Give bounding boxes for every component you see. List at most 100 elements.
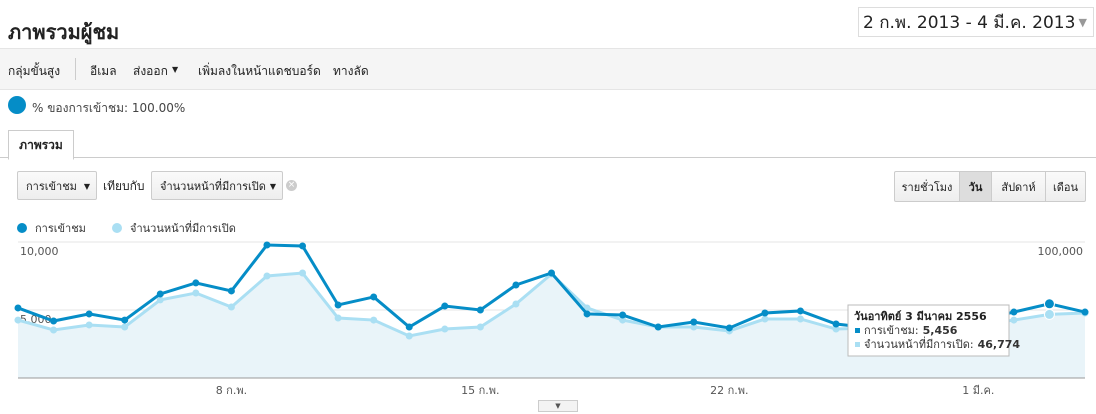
point xyxy=(512,300,520,308)
granularity-button[interactable]: สัปดาห์ xyxy=(991,171,1046,202)
date-text: 2 ก.พ. 2013 - 4 มี.ค. 2013 xyxy=(863,13,1076,33)
point xyxy=(370,293,378,301)
point xyxy=(476,306,484,314)
point xyxy=(14,304,22,312)
dropdown-arrow: ▼ xyxy=(172,65,179,74)
point xyxy=(334,314,342,322)
x-tick-label: 15 ก.พ. xyxy=(461,384,499,397)
collapse-handle[interactable]: ▼ xyxy=(538,400,578,412)
point xyxy=(476,323,484,331)
tooltip-box xyxy=(847,304,1010,357)
dropdown-arrow: ▼ xyxy=(269,182,276,191)
clear-icon[interactable]: × xyxy=(286,180,297,191)
point xyxy=(761,309,769,317)
point xyxy=(227,287,235,295)
point xyxy=(1081,308,1089,316)
point xyxy=(761,315,769,323)
point xyxy=(1010,308,1018,316)
metric-text: การเข้าชม xyxy=(26,180,77,193)
tooltip-title: วันอาทิตย์ 3 มีนาคม 2556 xyxy=(854,310,987,323)
point xyxy=(441,302,449,310)
tab[interactable]: ภาพรวม xyxy=(8,130,74,160)
separator xyxy=(75,58,76,80)
tooltip-row-value: 46,774 xyxy=(978,338,1021,351)
point xyxy=(405,332,413,340)
point xyxy=(299,269,307,277)
compare-text: จำนวนหน้าที่มีการเปิด xyxy=(160,180,266,193)
x-tick-label: 1 มี.ค. xyxy=(962,384,994,397)
tooltip-row-value: 5,456 xyxy=(923,324,958,337)
point xyxy=(832,325,840,333)
point xyxy=(1043,308,1055,320)
tooltip-row: การเข้าชม: 5,456 xyxy=(864,324,958,337)
point xyxy=(263,241,271,249)
date-range[interactable]: 2 ก.พ. 2013 - 4 มี.ค. 2013 ▼ xyxy=(858,7,1094,37)
point xyxy=(405,323,413,331)
point xyxy=(156,296,164,304)
toolbar-item[interactable]: กลุ่มขั้นสูง xyxy=(8,64,61,78)
point xyxy=(192,279,200,287)
point xyxy=(832,320,840,328)
toolbar-item[interactable]: เพิ่มลงในหน้าแดชบอร์ด xyxy=(198,64,321,78)
point xyxy=(121,323,129,331)
page-title: ภาพรวมผู้ชม xyxy=(8,20,120,44)
point xyxy=(548,269,555,277)
tooltip-row-label: จำนวนหน้าที่มีการเปิด: xyxy=(864,336,974,351)
point xyxy=(85,310,93,318)
point xyxy=(85,321,93,329)
point xyxy=(690,323,698,331)
tooltip-row-label: การเข้าชม: xyxy=(864,324,919,337)
y-tick-label: 10,000 xyxy=(20,245,59,258)
point xyxy=(1010,316,1018,324)
point xyxy=(263,272,271,280)
point xyxy=(725,324,733,332)
legend-label: การเข้าชม xyxy=(35,222,86,235)
granularity-button[interactable]: วัน xyxy=(959,171,992,202)
granularity-button[interactable]: เดือน xyxy=(1045,171,1086,202)
point xyxy=(370,316,378,324)
point xyxy=(619,316,627,324)
point xyxy=(50,326,58,334)
tooltip-row: จำนวนหน้าที่มีการเปิด: 46,774 xyxy=(864,336,1020,351)
point xyxy=(796,307,804,315)
point xyxy=(50,317,58,325)
point xyxy=(796,315,804,323)
segment-icon xyxy=(8,96,26,114)
tab-line xyxy=(0,157,1096,158)
compare-dropdown[interactable]: จำนวนหน้าที่มีการเปิด ▼ xyxy=(151,171,283,200)
toolbar-item[interactable]: ทางลัด xyxy=(333,64,369,78)
toolbar-item[interactable]: ส่งออก xyxy=(133,64,168,78)
toolbar-item[interactable]: อีเมล xyxy=(90,64,117,78)
point xyxy=(583,310,591,318)
toolbar: กลุ่มขั้นสูง อีเมล ส่งออก ▼ เพิ่มลงในหน้… xyxy=(0,48,1096,90)
granularity-button[interactable]: รายชั่วโมง xyxy=(894,171,960,202)
y2-tick-label: 100,000 xyxy=(1038,245,1084,258)
point xyxy=(1043,298,1055,310)
point xyxy=(690,318,698,326)
segment-label: % ของการเข้าชม: 100.00% xyxy=(32,101,186,115)
point xyxy=(227,303,235,311)
x-tick-label: 22 ก.พ. xyxy=(710,384,748,397)
legend-label: จำนวนหน้าที่มีการเปิด xyxy=(130,220,236,235)
dropdown-arrow: ▼ xyxy=(83,182,90,191)
area xyxy=(18,273,1085,378)
x-tick-label: 8 ก.พ. xyxy=(216,384,247,397)
compare-label: เทียบกับ xyxy=(103,179,145,193)
tooltip-swatch xyxy=(855,328,860,333)
legend-dot xyxy=(112,223,122,233)
point xyxy=(334,301,342,309)
point xyxy=(121,316,129,324)
point xyxy=(619,311,627,319)
point xyxy=(156,290,164,298)
point xyxy=(299,242,307,250)
tooltip-swatch xyxy=(855,342,860,347)
metric-dropdown[interactable]: การเข้าชม ▼ xyxy=(17,171,97,200)
point xyxy=(441,325,449,333)
point xyxy=(512,281,520,289)
point xyxy=(14,316,22,324)
legend-dot xyxy=(17,223,27,233)
point xyxy=(654,323,662,331)
